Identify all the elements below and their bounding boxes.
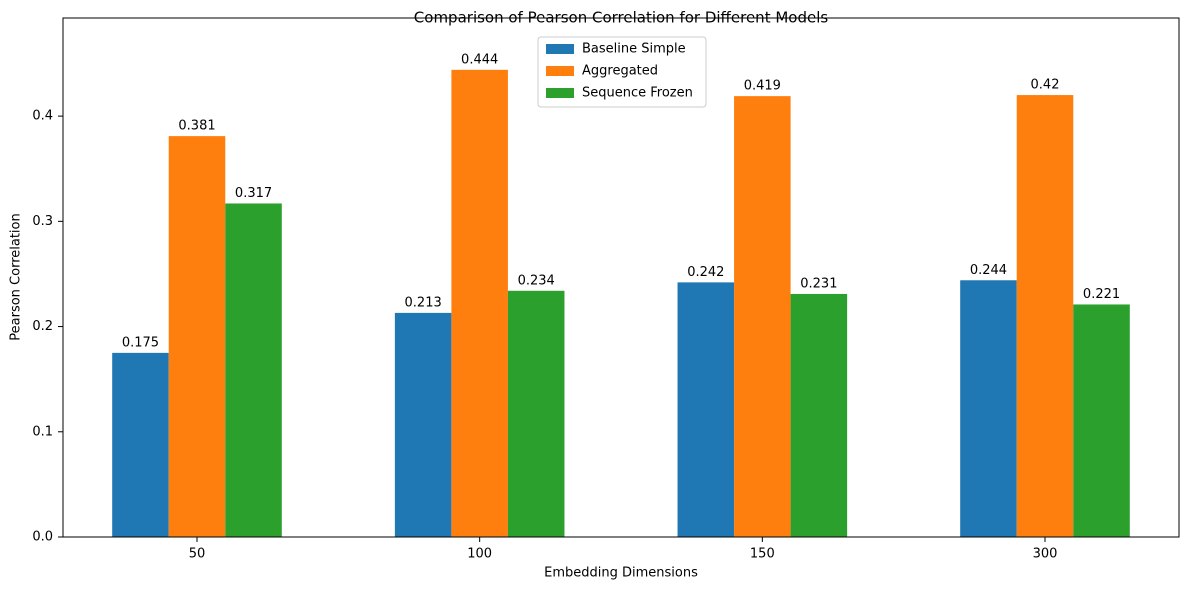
bar [960, 280, 1017, 537]
bar [734, 96, 791, 537]
bar [112, 352, 169, 537]
y-tick-label: 0.1 [32, 424, 53, 439]
legend-swatch [546, 44, 574, 54]
y-tick-label: 0.2 [32, 319, 53, 334]
bar [507, 290, 565, 537]
legend-label: Sequence Frozen [582, 86, 693, 101]
x-tick-label: 50 [189, 547, 206, 562]
x-axis-label: Embedding Dimensions [544, 566, 698, 581]
value-label: 0.381 [178, 119, 215, 134]
value-label: 0.244 [970, 263, 1007, 278]
value-label: 0.234 [518, 273, 555, 288]
y-tick-label: 0.3 [32, 214, 53, 229]
value-label: 0.175 [122, 335, 159, 350]
y-axis-label: Pearson Correlation [9, 213, 24, 340]
value-label: 0.444 [461, 52, 498, 67]
bar [1073, 304, 1130, 537]
bar [790, 293, 848, 537]
legend-swatch [546, 66, 574, 76]
y-tick-label: 0.4 [32, 109, 53, 124]
bar [451, 69, 508, 537]
bar [394, 312, 452, 537]
legend-box [537, 36, 707, 108]
value-label: 0.221 [1083, 287, 1120, 302]
value-label: 0.42 [1031, 78, 1060, 93]
y-tick-label: 0.0 [32, 530, 53, 545]
legend-label: Baseline Simple [582, 42, 686, 57]
x-tick-label: 100 [467, 547, 492, 562]
value-label: 0.213 [405, 295, 442, 310]
bar [225, 203, 282, 537]
value-label: 0.242 [687, 265, 724, 280]
bar [1016, 95, 1074, 537]
value-label: 0.317 [235, 186, 272, 201]
x-tick-label: 300 [1033, 547, 1058, 562]
plot-frame [62, 17, 1180, 538]
x-tick-label: 150 [750, 547, 775, 562]
legend-swatch [546, 88, 574, 98]
bar [677, 282, 735, 537]
value-label: 0.231 [800, 276, 837, 291]
legend-label: Aggregated [582, 64, 658, 79]
value-label: 0.419 [744, 79, 781, 94]
bar [168, 136, 226, 538]
